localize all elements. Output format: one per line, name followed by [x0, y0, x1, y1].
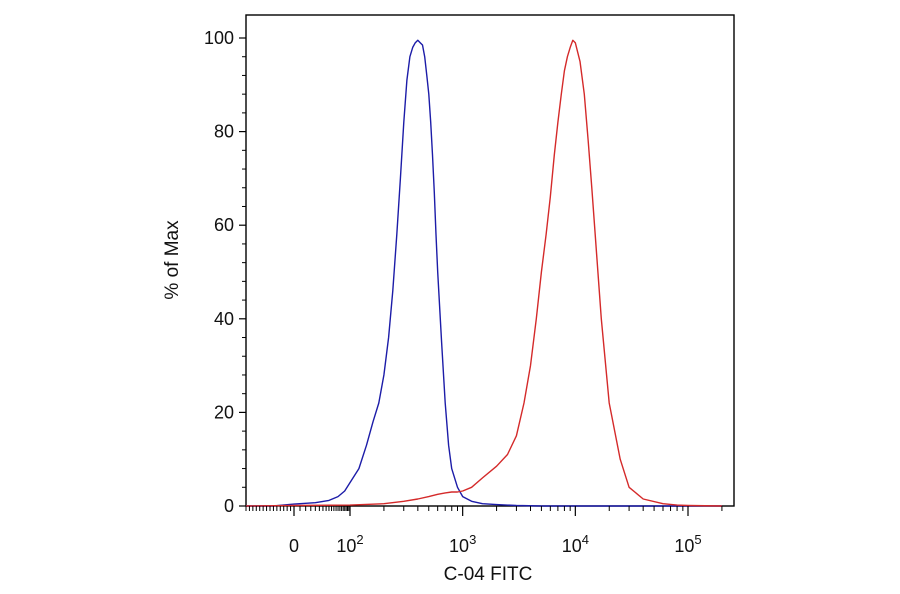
series-layer	[245, 39, 722, 507]
y-tick-label: 80	[214, 122, 234, 142]
x-minor-ticks	[245, 506, 723, 511]
series-line-2	[245, 39, 722, 507]
y-tick-label: 60	[214, 215, 234, 235]
plot-area	[245, 14, 735, 507]
x-tick-label: 105	[674, 532, 701, 556]
y-tick-label: 0	[224, 496, 234, 516]
x-tick-label: 103	[449, 532, 476, 556]
y-tick-label: 100	[204, 28, 234, 48]
x-tick-label: 102	[336, 532, 363, 556]
y-tick-label: 20	[214, 402, 234, 422]
x-axis-title: C-04 FITC	[444, 564, 533, 585]
y-tick-label: 40	[214, 309, 234, 329]
y-minor-ticks	[242, 56, 246, 488]
x-tick-label: 0	[289, 536, 299, 556]
x-tick-labels: 0 102 103 104 105	[289, 506, 702, 556]
y-tick-labels: 0 20 40 60 80 100	[204, 28, 246, 516]
y-axis-title: % of Max	[162, 220, 183, 300]
series-line-1	[246, 39, 722, 507]
x-tick-label: 104	[562, 532, 589, 556]
